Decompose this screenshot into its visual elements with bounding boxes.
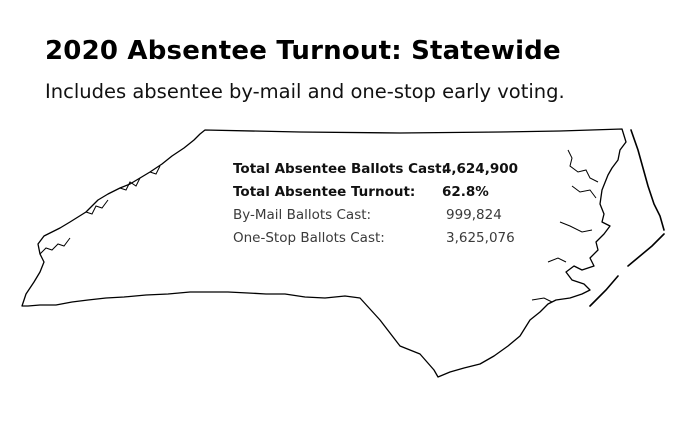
- outer-banks: [589, 129, 665, 307]
- state-outline-detail: [39, 165, 161, 255]
- state-outline: [21, 128, 627, 378]
- map-subtitle: Includes absentee by-mail and one-stop e…: [45, 80, 565, 103]
- stat-value: 4,624,900: [442, 161, 519, 177]
- stat-label: Total Absentee Ballots Cast:: [233, 161, 447, 177]
- sound-details: [531, 149, 599, 303]
- stat-label: Total Absentee Turnout:: [233, 184, 416, 200]
- stat-value: 3,625,076: [446, 230, 515, 246]
- map-title: 2020 Absentee Turnout: Statewide: [45, 36, 561, 66]
- stat-label: One-Stop Ballots Cast:: [233, 230, 385, 246]
- stat-value: 999,824: [446, 207, 502, 223]
- stat-value: 62.8%: [442, 184, 489, 200]
- stat-label: By-Mail Ballots Cast:: [233, 207, 372, 223]
